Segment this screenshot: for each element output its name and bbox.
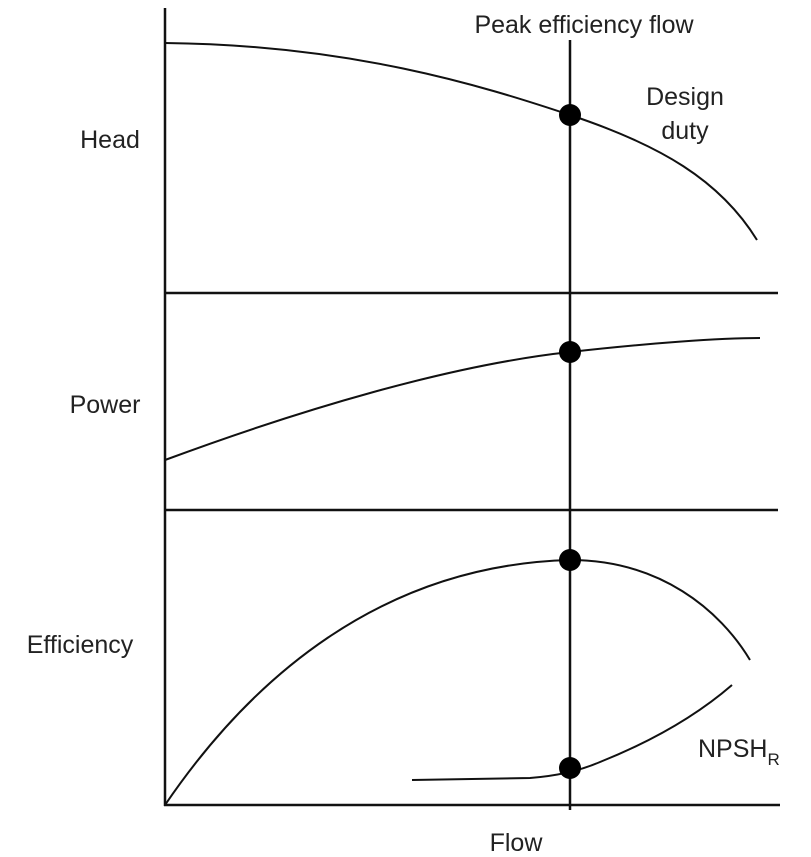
head-label: Head (80, 126, 140, 154)
npsh-curve (411, 684, 733, 781)
design-point (559, 757, 581, 779)
npsh-text: NPSH (698, 735, 767, 763)
power-label: Power (70, 391, 141, 419)
annotation: Design duty (646, 83, 724, 145)
design-point (559, 104, 581, 126)
head-curve (164, 42, 758, 241)
npsh-subscript: R (767, 750, 779, 769)
npsh-label: NPSHR (698, 735, 780, 769)
design-point (559, 341, 581, 363)
design-point (559, 549, 581, 571)
title: Peak efficiency flow (474, 11, 694, 39)
efficiency-curve (164, 558, 751, 806)
power-curve (164, 337, 761, 461)
x-axis-label: Flow (490, 829, 544, 857)
efficiency-label: Efficiency (27, 631, 134, 659)
annotation-box: Design duty (646, 83, 724, 145)
